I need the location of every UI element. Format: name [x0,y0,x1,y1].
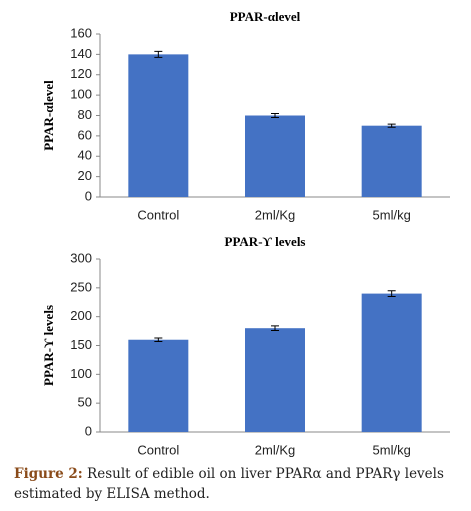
chart-title: PPAR-ϒ levels [225,234,306,249]
error-bar [387,123,396,128]
y-tick-label: 100 [70,366,92,381]
error-bar [154,50,163,58]
y-tick-label: 200 [70,308,92,323]
y-tick-label: 80 [78,107,92,122]
error-bar [271,325,279,332]
bar [128,54,189,197]
y-axis-label: PPAR-ϒ levels [41,305,56,386]
y-tick-label: 50 [78,395,92,410]
y-axis-label: PPAR-αlevel [41,80,56,151]
bar [245,328,305,432]
y-tick-label: 250 [70,279,92,294]
bar [245,115,305,197]
y-tick-label: 100 [70,87,92,102]
y-tick-label: 150 [70,337,92,352]
error-bar [154,337,163,342]
y-tick-label: 40 [78,148,92,163]
chart-title: PPAR-αlevel [230,9,301,24]
x-tick-label: 2ml/Kg [255,442,295,457]
x-tick-label: 5ml/kg [373,442,411,457]
x-tick-label: 2ml/Kg [255,207,295,222]
caption-text: Result of edible oil on liver PPARα and … [14,466,444,502]
x-tick-label: Control [137,442,179,457]
error-bar [387,290,396,297]
y-tick-label: 20 [78,168,92,183]
caption-label: Figure 2: [14,466,83,482]
y-tick-label: 120 [70,66,92,81]
bar [128,339,189,432]
bar [361,125,422,197]
y-tick-label: 0 [85,423,92,438]
y-tick-label: 140 [70,46,92,61]
y-tick-label: 0 [85,188,92,203]
y-tick-label: 300 [70,250,92,265]
y-tick-label: 160 [70,25,92,40]
figure: PPAR-αlevel PPAR-αlevel 0 20 40 60 80 100 120 140… [41,9,450,457]
caption: Figure 2: Result of edible oil on liver … [14,464,464,504]
y-tick-label: 60 [78,127,92,142]
x-tick-label: Control [137,207,179,222]
error-bar [271,112,279,119]
x-tick-label: 5ml/kg [373,207,411,222]
bar [361,293,422,432]
